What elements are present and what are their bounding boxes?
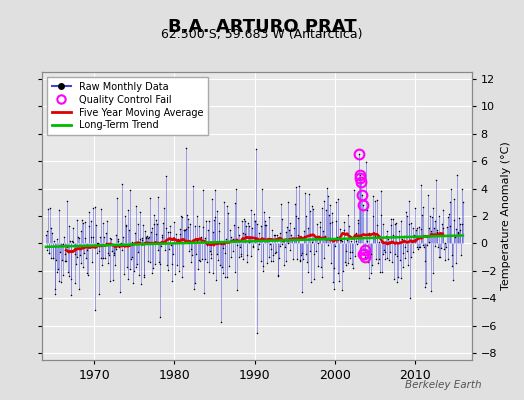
Y-axis label: Temperature Anomaly (°C): Temperature Anomaly (°C)	[501, 142, 511, 290]
Text: B.A. ARTURO PRAT: B.A. ARTURO PRAT	[168, 18, 356, 36]
Text: Berkeley Earth: Berkeley Earth	[406, 380, 482, 390]
Legend: Raw Monthly Data, Quality Control Fail, Five Year Moving Average, Long-Term Tren: Raw Monthly Data, Quality Control Fail, …	[47, 77, 208, 135]
Text: 62.500 S, 59.683 W (Antarctica): 62.500 S, 59.683 W (Antarctica)	[161, 28, 363, 41]
